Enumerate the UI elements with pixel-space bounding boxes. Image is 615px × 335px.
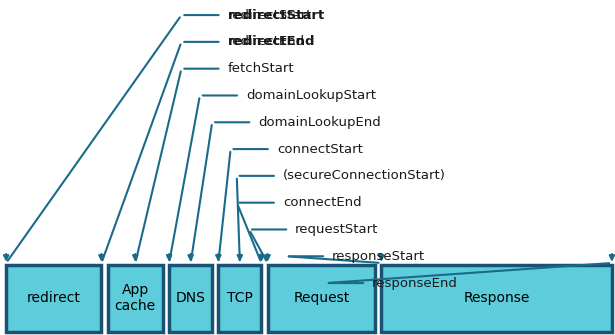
Text: redirectEnd: redirectEnd [228, 36, 304, 48]
Text: redirectStart: redirectStart [228, 9, 325, 21]
Text: redirectStart: redirectStart [228, 9, 312, 21]
Text: domainLookupStart: domainLookupStart [246, 89, 376, 102]
Text: connectEnd: connectEnd [283, 196, 362, 209]
FancyBboxPatch shape [381, 265, 612, 332]
FancyBboxPatch shape [108, 265, 163, 332]
FancyBboxPatch shape [6, 265, 101, 332]
Text: redirectEnd: redirectEnd [0, 334, 1, 335]
FancyBboxPatch shape [268, 265, 375, 332]
FancyBboxPatch shape [169, 265, 212, 332]
Text: DNS: DNS [176, 291, 205, 305]
Text: redirectStart: redirectStart [0, 334, 1, 335]
Text: requestStart: requestStart [295, 223, 379, 236]
FancyBboxPatch shape [218, 265, 261, 332]
Text: TCP: TCP [227, 291, 253, 305]
Text: responseEnd: responseEnd [372, 277, 458, 289]
Text: Request: Request [293, 291, 349, 305]
Text: fetchStart: fetchStart [228, 62, 294, 75]
Text: domainLookupEnd: domainLookupEnd [258, 116, 381, 129]
Text: redirectEnd: redirectEnd [228, 36, 315, 48]
Text: responseStart: responseStart [332, 250, 425, 263]
Text: App
cache: App cache [115, 283, 156, 313]
Text: Response: Response [464, 291, 530, 305]
Text: connectStart: connectStart [277, 143, 363, 155]
Text: (secureConnectionStart): (secureConnectionStart) [283, 170, 446, 182]
Text: redirect: redirect [27, 291, 81, 305]
